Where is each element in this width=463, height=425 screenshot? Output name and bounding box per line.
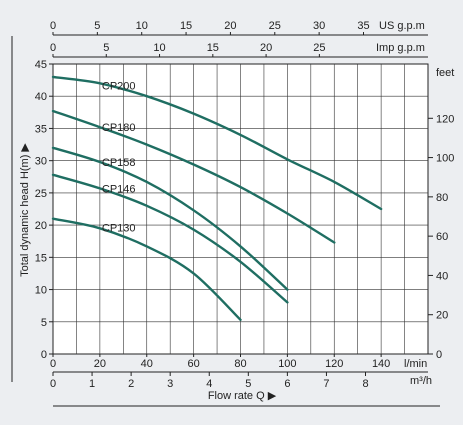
feet-tick-label: 20 [436,310,448,322]
feet-unit-label: feet [436,67,454,79]
y-tick-label: 25 [35,188,47,200]
series-label: CP130 [102,222,136,234]
x-tick-label-lpm: 120 [325,358,343,370]
x-tick-label-lpm: 20 [94,358,106,370]
x-tick-label-usgpm: 30 [313,20,325,32]
y-tick-label: 15 [35,252,47,264]
x-tick-label-impgpm: 0 [50,42,56,54]
y-tick-label: 35 [35,123,47,135]
x-tick-label-impgpm: 5 [103,42,109,54]
x-tick-label-lpm: 40 [141,358,153,370]
x-tick-label-m3h: 2 [128,378,134,390]
curves: CP200 CP180 CP158 CP146 CP130 [51,75,383,321]
series-label: CP146 [102,183,136,195]
x-tick-label-impgpm: 25 [313,42,325,54]
x-tick-label-usgpm: 10 [136,20,148,32]
y-tick-label: 45 [35,59,47,71]
y-tick-label: 10 [35,285,47,297]
y-tick-label: 30 [35,156,47,168]
x-tick-label-lpm: 0 [50,358,56,370]
impgpm-unit-label: Imp g.p.m [376,42,425,54]
x-tick-label-m3h: 5 [245,378,251,390]
x-tick-label-lpm: 60 [188,358,200,370]
series-label: CP200 [102,80,136,92]
feet-tick-label: 80 [436,192,448,204]
x-tick-label-impgpm: 15 [207,42,219,54]
curve-cp200 [51,75,383,211]
feet-tick-label: 120 [436,113,454,125]
axes: 051015202530354045020406080100120feetTot… [11,20,454,407]
x-tick-label-impgpm: 20 [260,42,272,54]
x-tick-label-lpm: 140 [372,358,390,370]
usgpm-unit-label: US g.p.m [379,20,425,32]
x-tick-label-usgpm: 25 [269,20,281,32]
curve-cp130 [51,217,242,321]
x-tick-label-usgpm: 20 [224,20,236,32]
x-tick-label-usgpm: 15 [180,20,192,32]
x-tick-label-usgpm: 35 [357,20,369,32]
y-tick-label: 0 [41,349,47,361]
curve-cp146 [51,173,289,304]
x-tick-label-lpm: 80 [234,358,246,370]
lpm-unit-label: l/min [404,358,427,370]
x-tick-label-m3h: 1 [89,378,95,390]
curve-cp180 [51,109,336,244]
y-tick-label: 40 [35,91,47,103]
m3h-unit-label: m³/h [410,375,432,387]
y-tick-label: 20 [35,220,47,232]
x-tick-label-usgpm: 5 [94,20,100,32]
x-tick-label-m3h: 0 [50,378,56,390]
y-axis-title: Total dynamic head H(m) ▶ [19,143,31,277]
x-tick-label-impgpm: 10 [153,42,165,54]
feet-tick-label: 100 [436,153,454,165]
x-tick-label-m3h: 7 [323,378,329,390]
series-label: CP158 [102,157,136,169]
x-tick-label-m3h: 3 [167,378,173,390]
x-tick-label-m3h: 8 [362,378,368,390]
curve-cp158 [51,146,289,291]
feet-tick-label: 40 [436,270,448,282]
x-tick-label-usgpm: 0 [50,20,56,32]
feet-tick-label: 60 [436,231,448,243]
x-tick-label-m3h: 6 [284,378,290,390]
y-tick-label: 5 [41,317,47,329]
series-label: CP180 [102,122,136,134]
feet-tick-label: 0 [436,349,442,361]
x-tick-label-m3h: 4 [206,378,212,390]
x-axis-title: Flow rate Q ▶ [208,390,277,402]
grid [52,63,429,355]
x-tick-label-lpm: 100 [278,358,296,370]
